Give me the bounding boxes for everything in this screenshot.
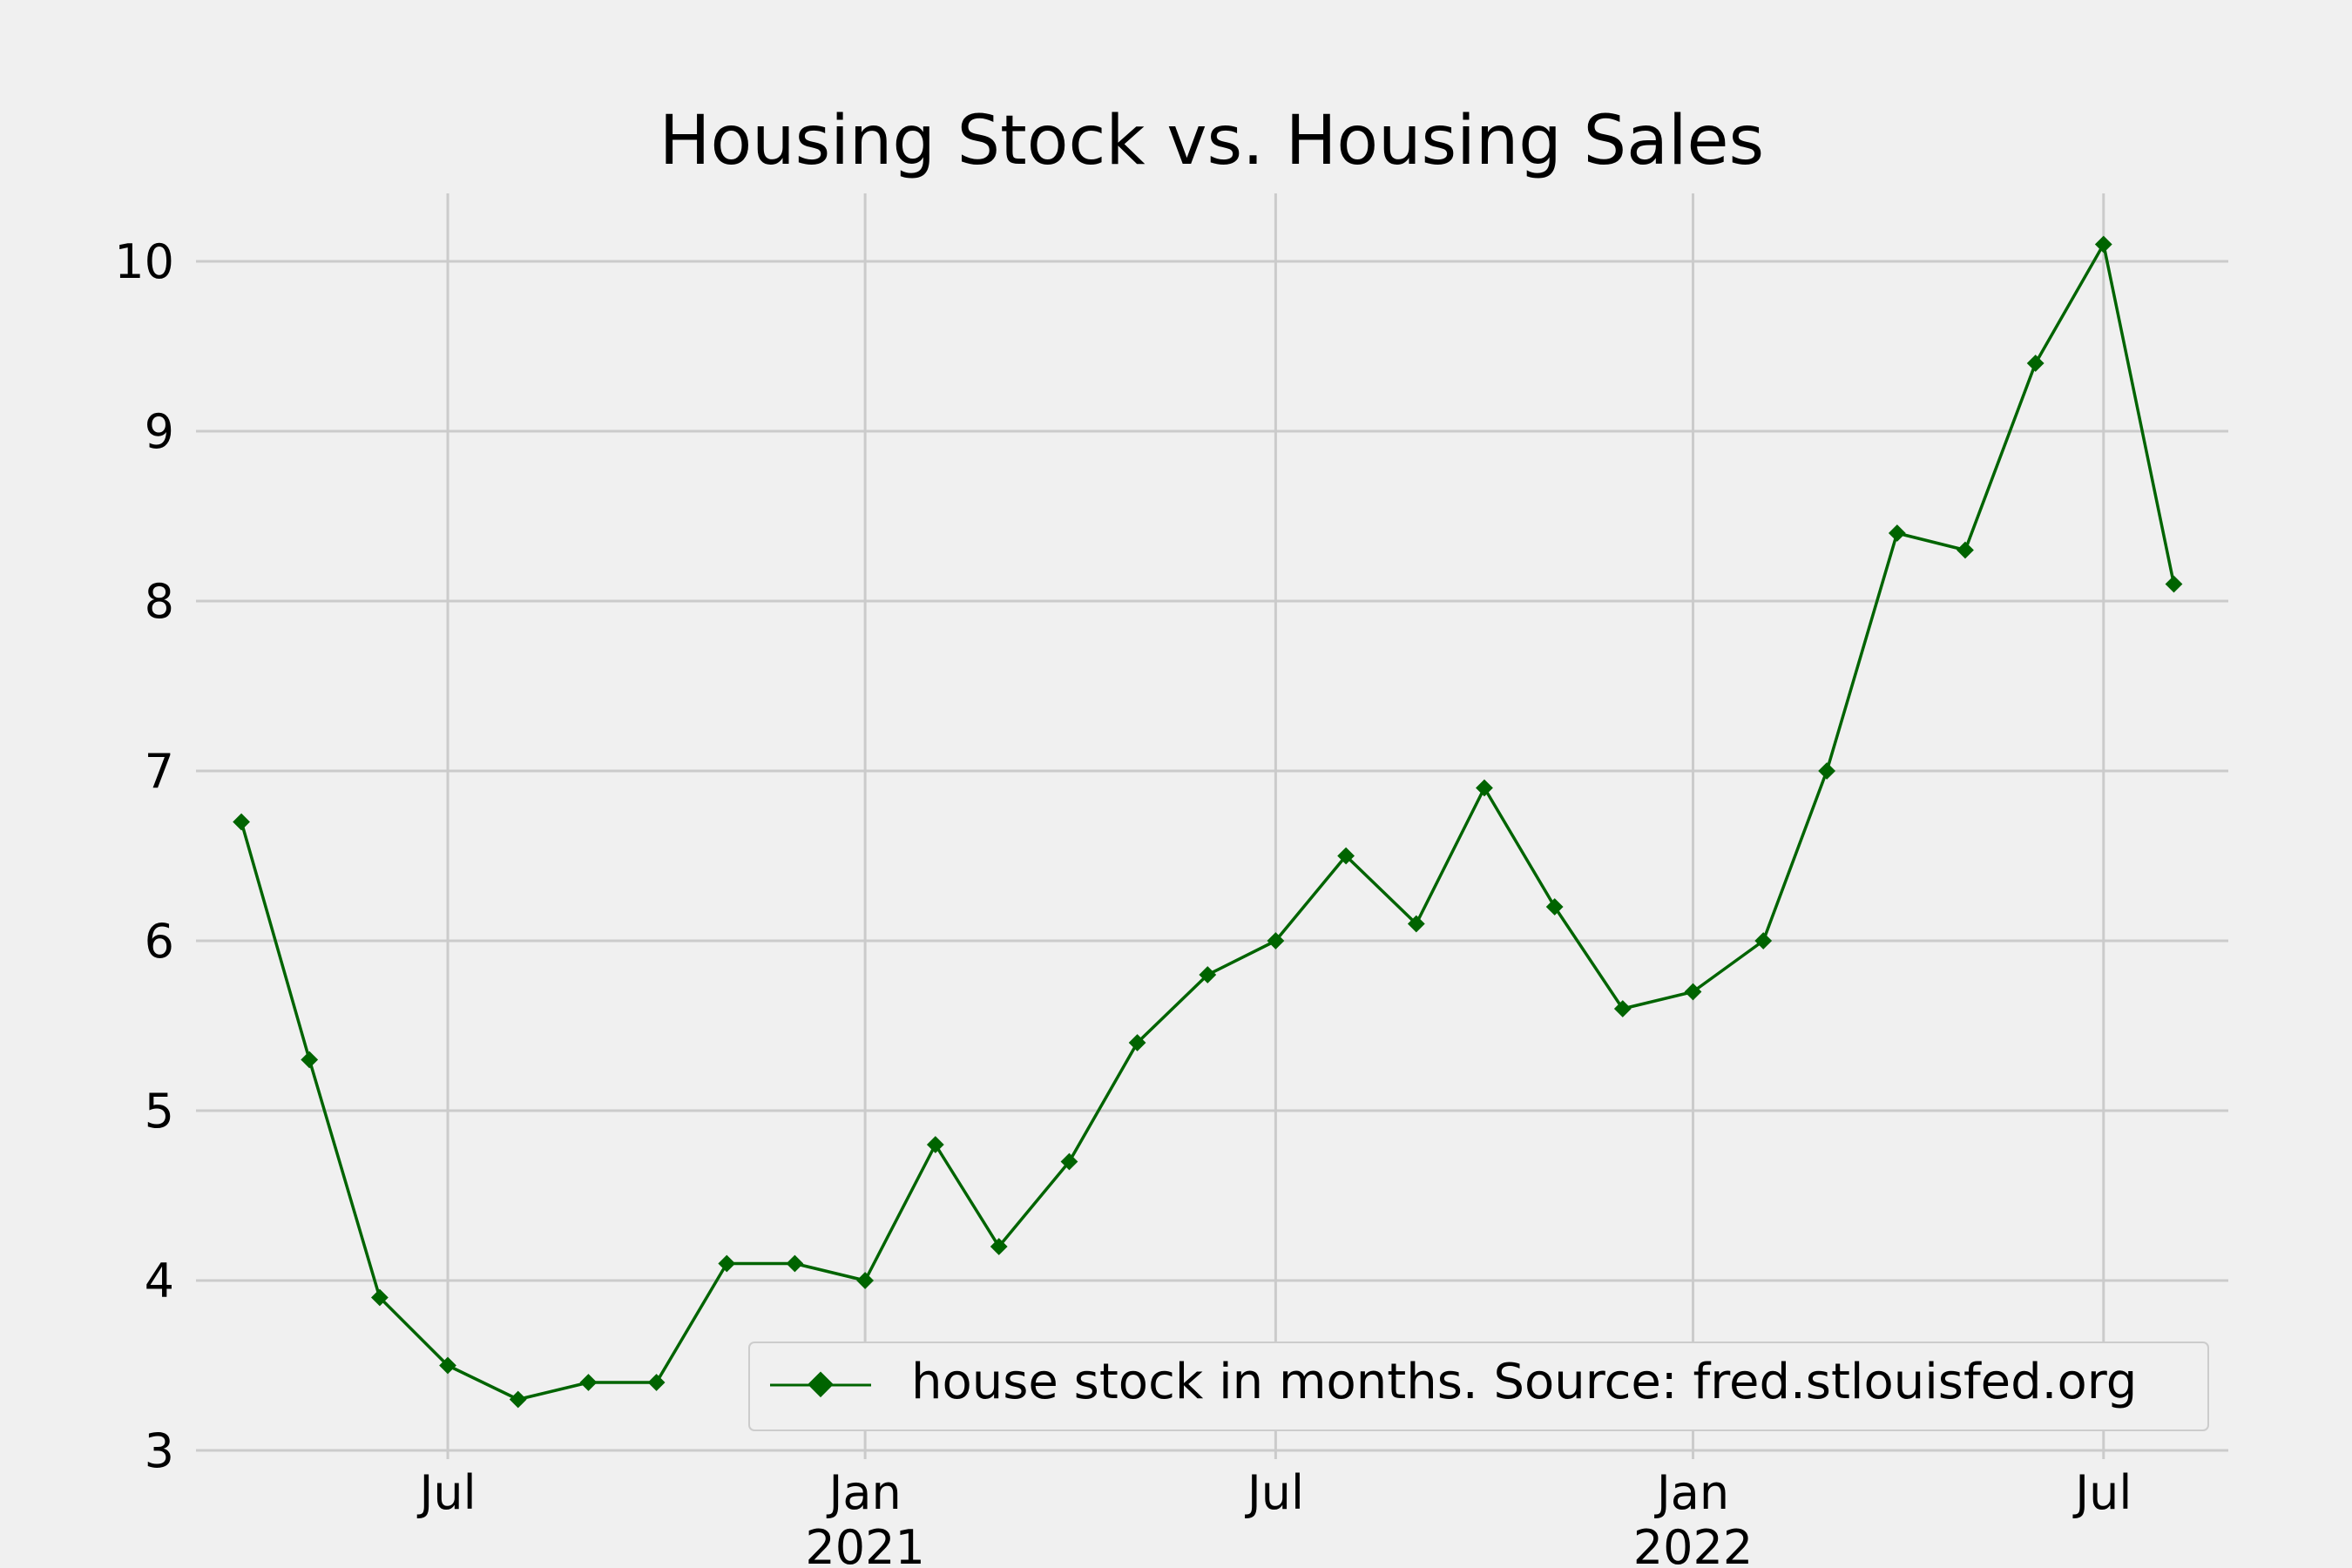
x-tick-year-label: 2021 xyxy=(805,1520,924,1568)
data-series xyxy=(233,235,2183,1409)
x-tick-label: Jan xyxy=(826,1465,901,1520)
data-point-marker xyxy=(786,1254,804,1273)
y-tick-label: 3 xyxy=(145,1423,174,1478)
data-point-marker xyxy=(439,1356,456,1375)
data-point-marker xyxy=(718,1254,736,1273)
data-point-marker xyxy=(1267,932,1285,950)
data-point-marker xyxy=(2165,575,2183,593)
legend: house stock in months. Source: fred.stlo… xyxy=(748,1342,2209,1431)
chart-title: Housing Stock vs. Housing Sales xyxy=(659,102,1764,180)
data-point-marker xyxy=(1818,762,1836,780)
y-tick-label: 9 xyxy=(145,404,174,459)
data-point-marker xyxy=(1476,779,1493,797)
data-point-marker xyxy=(1337,847,1355,865)
y-tick-label: 5 xyxy=(145,1084,174,1139)
x-tick-year-label: 2022 xyxy=(1633,1520,1753,1568)
data-point-marker xyxy=(1199,966,1217,983)
data-point-marker xyxy=(509,1390,527,1409)
data-point-marker xyxy=(1754,932,1773,950)
legend-box xyxy=(748,1342,2209,1431)
y-tick-label: 7 xyxy=(145,744,174,799)
y-tick-label: 6 xyxy=(145,914,174,969)
legend-marker-diamond xyxy=(808,1371,834,1398)
data-point-marker xyxy=(579,1374,598,1391)
y-tick-label: 4 xyxy=(145,1254,174,1308)
x-tick-label: Jul xyxy=(2072,1465,2132,1520)
y-tick-label: 10 xyxy=(114,234,174,289)
data-point-marker xyxy=(1613,1000,1632,1017)
x-tick-label: Jan xyxy=(1654,1465,1729,1520)
legend-label: house stock in months. Source: fred.stlo… xyxy=(911,1354,2137,1410)
data-point-marker xyxy=(233,813,250,831)
data-point-marker xyxy=(1684,983,1702,1001)
x-tick-label: Jul xyxy=(1245,1465,1304,1520)
y-tick-label: 8 xyxy=(145,574,174,629)
data-point-marker xyxy=(1128,1034,1146,1051)
data-point-marker xyxy=(1888,524,1906,542)
data-point-marker xyxy=(1407,915,1425,933)
data-point-marker xyxy=(1957,541,1974,559)
axes xyxy=(196,1449,2228,1459)
data-point-marker xyxy=(2026,355,2044,372)
grid-lines xyxy=(196,193,2228,1452)
data-point-marker xyxy=(990,1238,1008,1255)
x-tick-label: Jul xyxy=(416,1465,476,1520)
